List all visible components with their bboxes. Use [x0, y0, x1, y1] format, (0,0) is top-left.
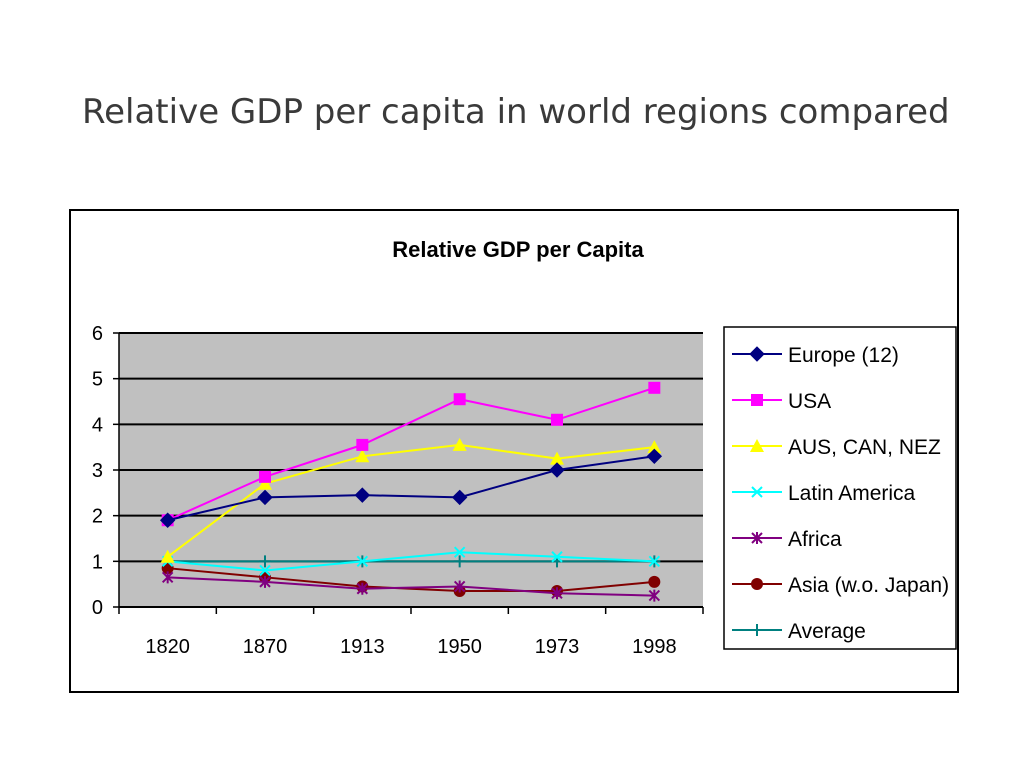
legend-marker	[751, 624, 763, 636]
data-point-europe-12	[646, 448, 663, 465]
data-point-latin-america	[453, 546, 466, 558]
x-tick-label: 1870	[243, 636, 288, 658]
legend: Europe (12) USA AUS, CAN, NEZ Latin America…	[723, 326, 957, 650]
chart-title: Relative GDP per Capita	[392, 237, 644, 262]
series-line-usa	[167, 386, 655, 522]
y-tick-label: 1	[92, 551, 103, 573]
data-point-latin-america	[648, 555, 661, 568]
data-point-africa	[453, 580, 466, 593]
y-tick-label: 0	[92, 597, 103, 619]
data-point-usa	[453, 393, 466, 406]
x-tick-label: 1973	[535, 636, 580, 658]
data-point-usa	[259, 470, 271, 483]
data-point-latin-america	[551, 551, 563, 563]
data-point-africa	[648, 589, 661, 602]
legend-label: USA	[788, 390, 831, 413]
data-point-latin-america	[259, 564, 271, 577]
line-chart: Relative GDP per Capita 0 1 2 3 4 5 6 1820 1870 1…	[92, 237, 957, 658]
legend-marker	[751, 532, 763, 544]
chart-frame: Relative GDP per Capita 0 1 2 3 4 5 6 1820 1870 1…	[69, 209, 959, 693]
series-line-europe-12	[167, 455, 655, 522]
data-point-europe-12	[451, 489, 468, 506]
data-point-aus-can-nez	[160, 549, 175, 563]
y-tick-label: 5	[92, 369, 103, 391]
legend-marker	[749, 346, 765, 362]
data-point-aus-can-nez	[647, 440, 662, 454]
data-point-aus-can-nez	[550, 451, 564, 465]
data-point-europe-12	[257, 489, 273, 506]
y-tick-label: 4	[92, 414, 103, 436]
data-point-average	[453, 555, 466, 568]
data-point-europe-12	[354, 487, 371, 503]
legend-marker	[750, 439, 764, 452]
data-point-aus-can-nez	[452, 437, 467, 451]
legend-marker	[751, 486, 763, 498]
data-point-europe-12	[549, 462, 565, 478]
legend-marker	[751, 578, 763, 590]
legend-label: Africa	[788, 528, 842, 551]
data-point-latin-america	[356, 555, 369, 568]
data-point-usa	[648, 381, 661, 394]
data-point-africa	[551, 587, 563, 600]
legend-label: Asia (w.o. Japan)	[788, 574, 949, 597]
data-point-europe-12	[159, 512, 176, 528]
x-tick-label: 1950	[437, 636, 482, 658]
legend-label: Europe (12)	[788, 344, 899, 367]
data-point-africa	[356, 582, 369, 595]
x-tick-label: 1913	[340, 636, 385, 658]
legend-label: Latin America	[788, 482, 916, 505]
y-tick-label: 3	[92, 460, 103, 482]
plot-area: 0 1 2 3 4 5 6 1820 1870 1913 1950 1973 1998	[92, 323, 704, 658]
data-point-africa	[259, 575, 271, 588]
series-line-asia-w-o-japan	[167, 567, 655, 593]
data-point-asia-w-o-japan	[648, 575, 661, 588]
data-point-usa	[551, 413, 563, 426]
data-point-africa	[161, 571, 174, 584]
data-point-aus-can-nez	[258, 476, 272, 490]
series-line-latin-america	[167, 551, 655, 572]
x-tick-label: 1820	[145, 636, 190, 658]
series-line-aus-can-nez	[167, 443, 655, 558]
data-point-aus-can-nez	[355, 449, 370, 463]
series-line-africa	[167, 576, 655, 597]
legend-marker	[751, 394, 763, 406]
data-point-average	[259, 555, 271, 568]
y-tick-label: 6	[92, 323, 103, 345]
legend-box	[723, 326, 957, 650]
x-tick-label: 1998	[632, 636, 677, 658]
slide-title: Relative GDP per capita in world regions…	[82, 92, 950, 132]
data-point-usa	[356, 438, 369, 451]
y-tick-label: 2	[92, 506, 103, 528]
legend-label: Average	[788, 620, 866, 643]
legend-label: AUS, CAN, NEZ	[788, 436, 941, 459]
